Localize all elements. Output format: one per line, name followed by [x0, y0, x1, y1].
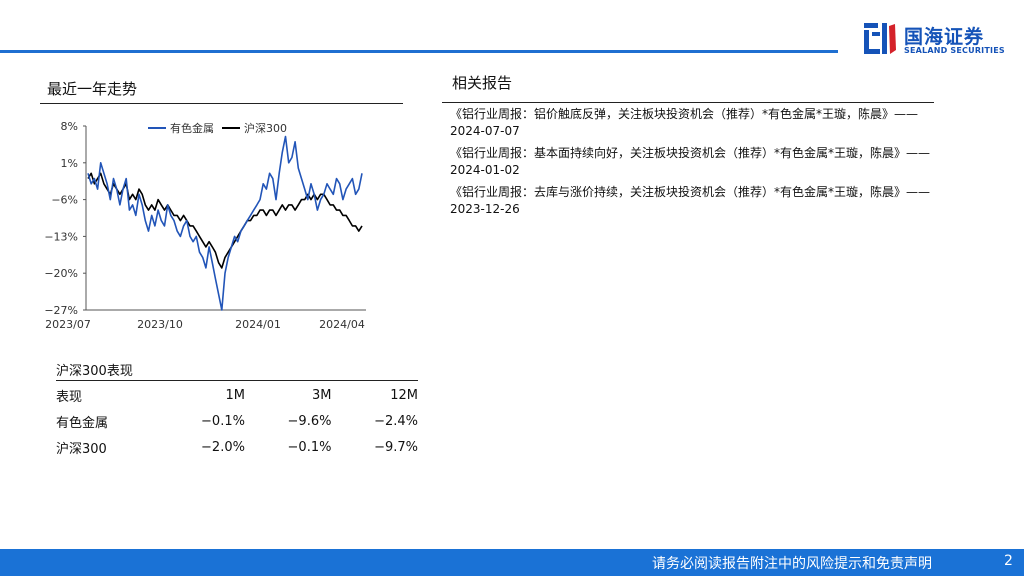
- trend-chart-svg: 8% 1% −6% −13% −20% −27%2023/07 2023/10 2024/01…: [44, 120, 366, 331]
- y-tick-label: −27%: [44, 304, 78, 317]
- footer-bar: 请务必阅读报告附注中的风险提示和免责声明 2: [0, 549, 1024, 576]
- table-cell: −2.0%: [201, 439, 245, 455]
- y-tick-label: 1%: [61, 157, 78, 170]
- trend-title: 最近一年走势: [47, 80, 138, 98]
- y-tick-label: −6%: [51, 194, 78, 207]
- table-cell: 沪深300: [56, 441, 107, 457]
- related-reports-title: 相关报告: [452, 74, 513, 92]
- x-tick-label: 2024/01: [235, 318, 281, 331]
- x-tick-label: 2023/10: [137, 318, 183, 331]
- header-cell: 12M: [390, 387, 418, 403]
- related-reports-rule: [442, 102, 934, 103]
- header-cell: 1M: [225, 387, 245, 403]
- page-number: 2: [1004, 553, 1013, 569]
- related-reports-list: 《铝行业周报：铝价触底反弹，关注板块投资机会（推荐）*有色金属*王璇，陈晨》——…: [450, 106, 935, 223]
- performance-table: 表现 1M 3M 12M 有色金属 −0.1% −9.6% −2.4% 沪深30…: [56, 382, 418, 460]
- table-cell: −0.1%: [201, 413, 245, 429]
- header-cell: 3M: [311, 387, 332, 403]
- report-link[interactable]: 《铝行业周报：去库与涨价持续，关注板块投资机会（推荐）*有色金属*王璇，陈晨》—…: [450, 185, 931, 216]
- perf-title-rule: [56, 380, 418, 381]
- table-cell: −9.7%: [374, 439, 418, 455]
- y-tick-label: 8%: [61, 120, 78, 133]
- table-header-row: 表现 1M 3M 12M: [56, 382, 418, 408]
- header-rule: [0, 50, 838, 53]
- brand-name-en: SEALAND SECURITIES: [904, 46, 1005, 55]
- table-row: 沪深300 −2.0% −0.1% −9.7%: [56, 434, 418, 460]
- perf-title: 沪深300表现: [56, 364, 133, 379]
- table-cell: 有色金属: [56, 415, 109, 431]
- table-cell: −0.1%: [287, 439, 332, 455]
- sealand-logo-icon: [864, 23, 896, 54]
- x-tick-label: 2024/04: [319, 318, 365, 331]
- legend-label: 有色金属: [170, 121, 214, 135]
- report-link[interactable]: 《铝行业周报：基本面持续向好，关注板块投资机会（推荐）*有色金属*王璇，陈晨》—…: [450, 146, 931, 177]
- table-cell: −2.4%: [374, 413, 418, 429]
- brand-logo: 国海证券 SEALAND SECURITIES: [862, 20, 1012, 60]
- trend-chart: 8% 1% −6% −13% −20% −27% 2023/07 2023/10 2024/01…: [40, 112, 380, 342]
- disclaimer-text: 请务必阅读报告附注中的风险提示和免责声明: [652, 556, 932, 572]
- table-row: 有色金属 −0.1% −9.6% −2.4%: [56, 408, 418, 434]
- series-line-hs300: [87, 172, 363, 269]
- x-tick-label: 2023/07: [45, 318, 91, 331]
- header-cell: 表现: [56, 389, 83, 405]
- y-tick-label: −13%: [44, 230, 78, 243]
- report-link[interactable]: 《铝行业周报：铝价触底反弹，关注板块投资机会（推荐）*有色金属*王璇，陈晨》——…: [450, 107, 919, 138]
- table-cell: −9.6%: [287, 413, 332, 429]
- legend-label: 沪深300: [244, 121, 287, 135]
- brand-name-cn: 国海证券: [904, 26, 985, 48]
- series-line-metals: [87, 135, 363, 311]
- trend-title-rule: [40, 103, 403, 104]
- y-tick-label: −20%: [44, 267, 78, 280]
